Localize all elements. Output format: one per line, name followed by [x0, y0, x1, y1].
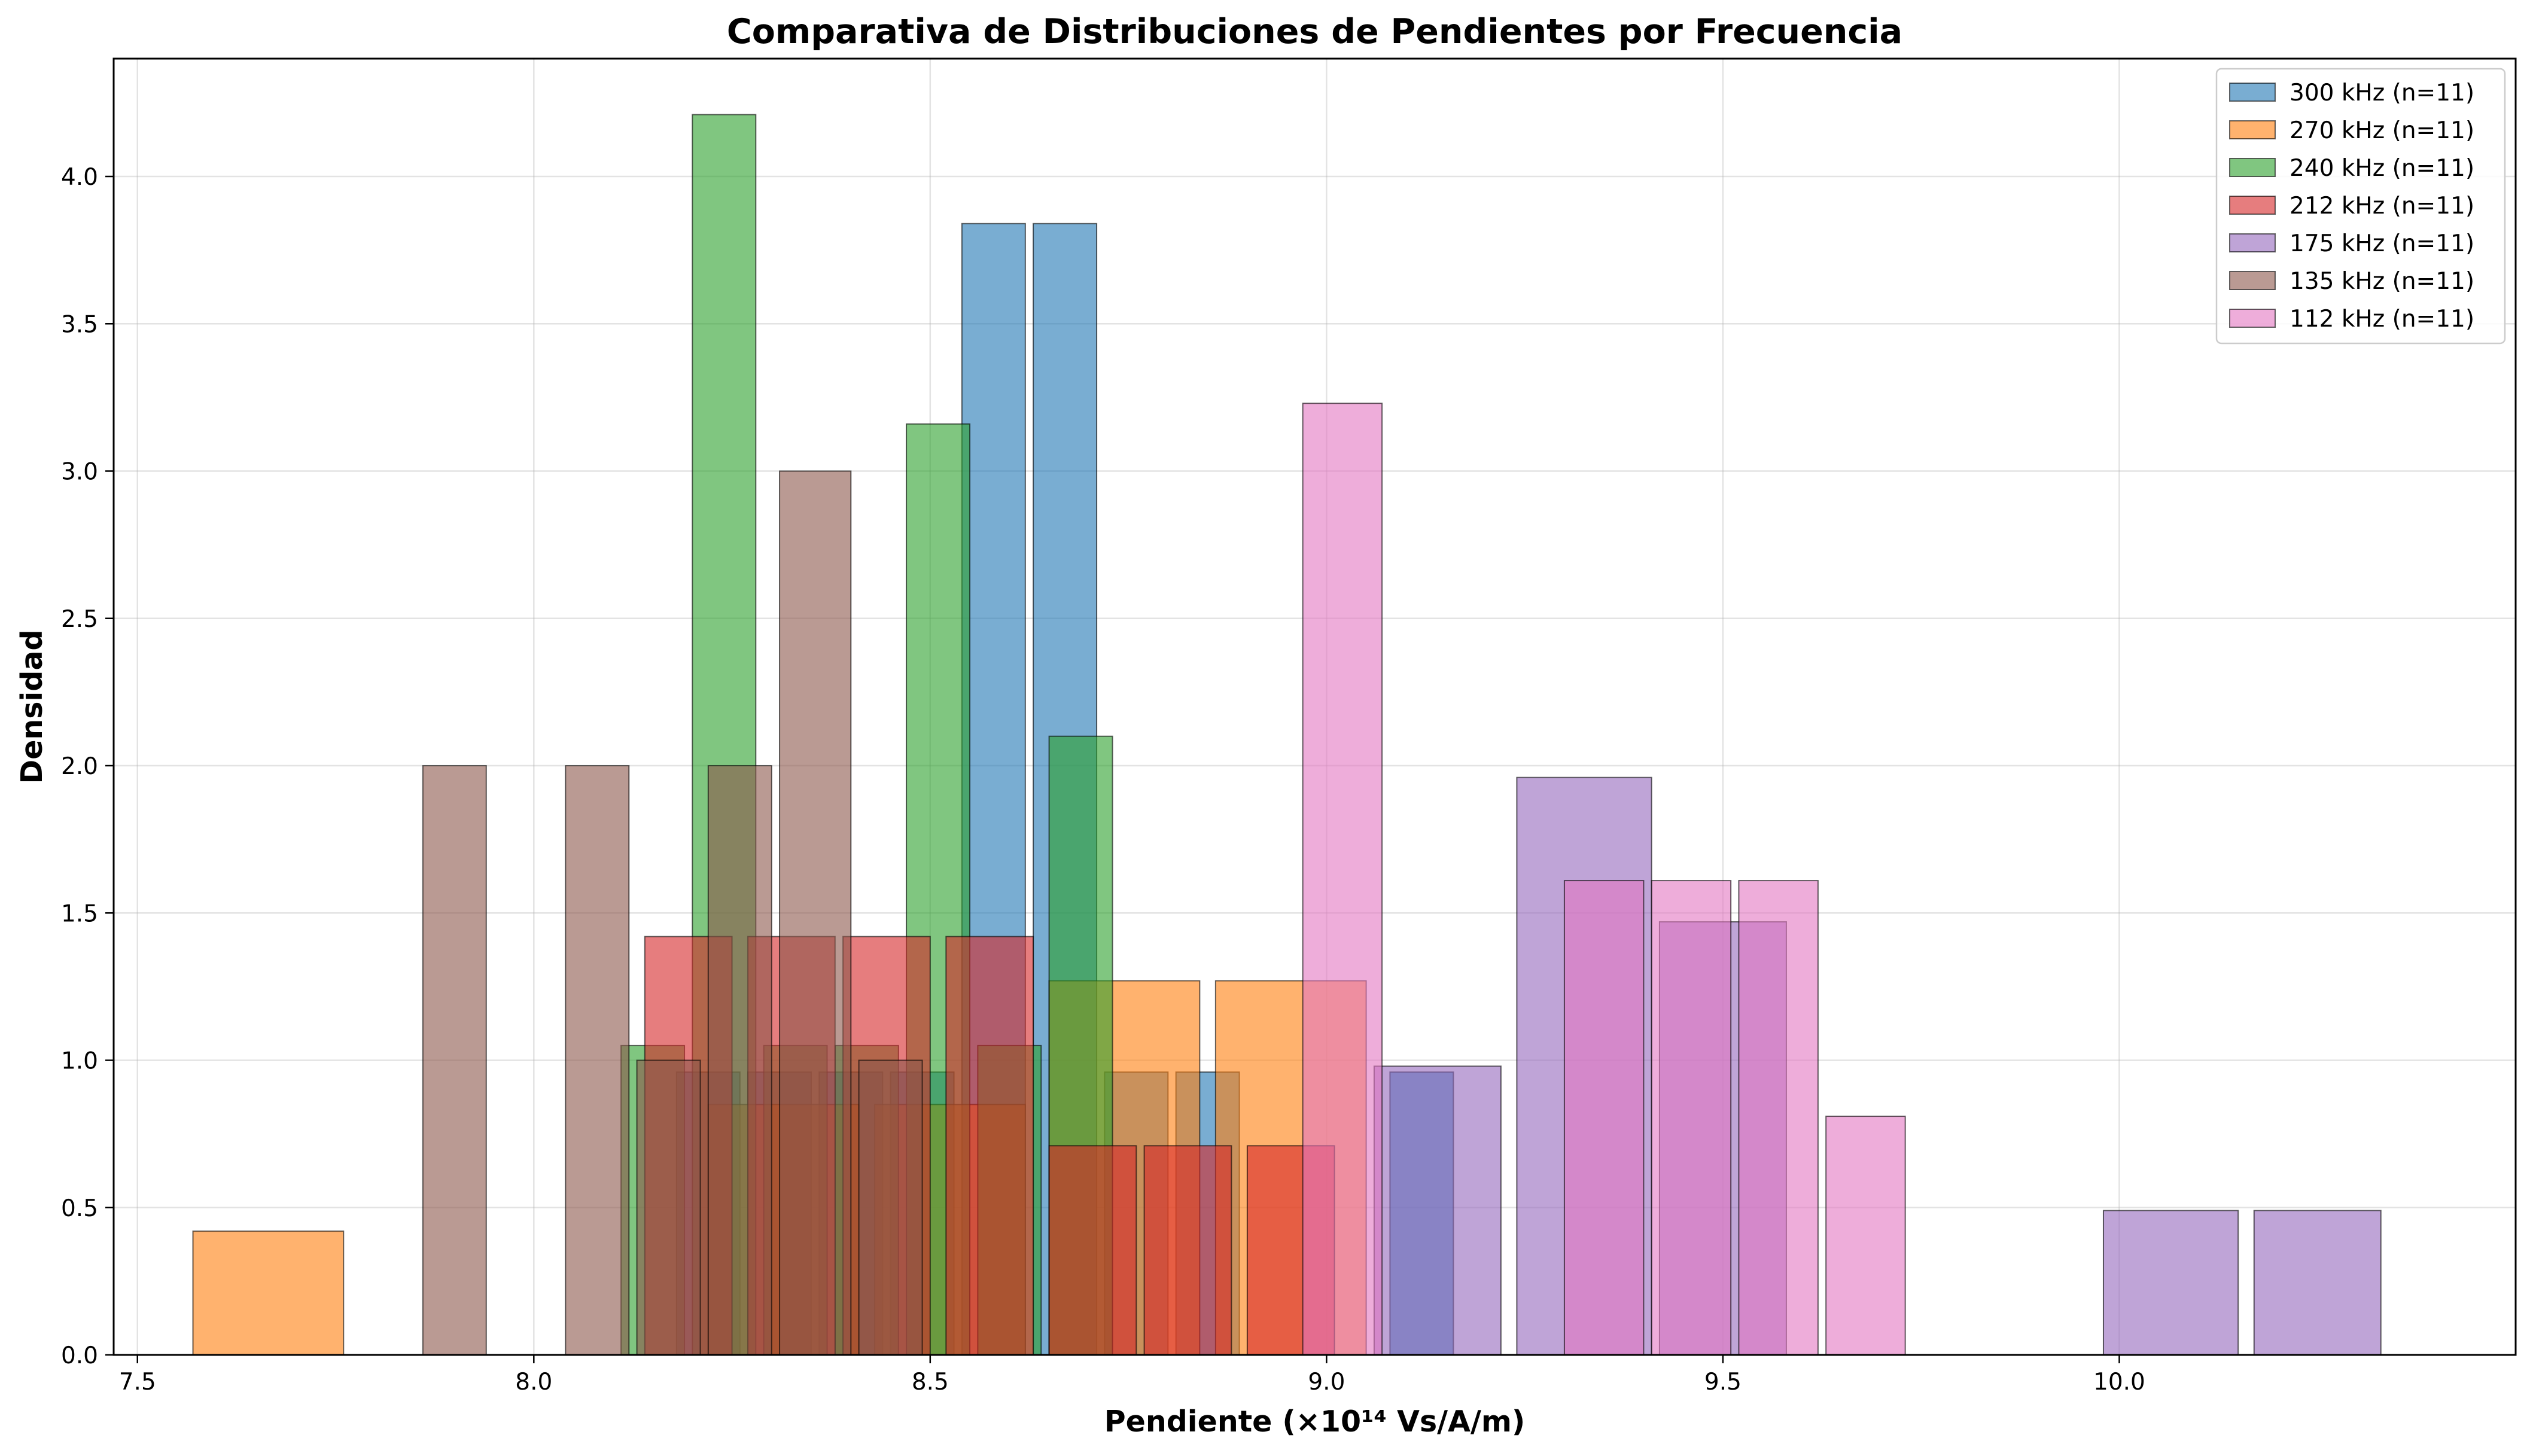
histogram-bar [1143, 1145, 1232, 1356]
histogram-bar [1302, 403, 1383, 1356]
histogram-bar [1373, 1065, 1502, 1356]
histogram-bar [2253, 1210, 2382, 1356]
x-tick-label: 8.0 [515, 1369, 552, 1396]
legend-label: 112 kHz (n=11) [2290, 306, 2474, 333]
histogram-bar [858, 1059, 923, 1356]
legend-swatch [2229, 158, 2276, 177]
y-tick-label: 4.0 [61, 164, 98, 191]
legend-label: 300 kHz (n=11) [2290, 80, 2474, 106]
histogram-bar [565, 765, 630, 1356]
y-tick-label: 2.5 [61, 606, 98, 633]
chart-title: Comparativa de Distribuciones de Pendien… [727, 12, 1902, 51]
histogram-bar [1738, 880, 1819, 1356]
histogram-bars [192, 114, 2382, 1356]
legend: 300 kHz (n=11) 270 kHz (n=11) 240 kHz (n=1… [2215, 68, 2506, 345]
y-tick-label: 1.5 [61, 900, 98, 927]
histogram-bar [707, 765, 772, 1356]
legend-label: 175 kHz (n=11) [2290, 230, 2474, 257]
x-axis-label: Pendiente (×10¹⁴ Vs/A/m) [1104, 1405, 1526, 1439]
x-tick-label: 9.0 [1308, 1369, 1345, 1396]
legend-swatch [2229, 271, 2276, 290]
y-tick-label: 3.5 [61, 311, 98, 338]
y-tick-label: 1.0 [61, 1048, 98, 1075]
histogram-bar [1048, 1145, 1137, 1356]
histogram-bar [1825, 1116, 1906, 1356]
legend-label: 212 kHz (n=11) [2290, 193, 2474, 220]
x-tick-label: 10.0 [2093, 1369, 2145, 1396]
legend-label: 240 kHz (n=11) [2290, 155, 2474, 182]
axis-ticks: 7.5 8.0 8.5 9.0 9.5 10.0 0.0 0.5 1.0 1.5 2.0 2.5 3.0… [61, 164, 2145, 1396]
legend-label: 270 kHz (n=11) [2290, 117, 2474, 144]
legend-swatch [2229, 309, 2276, 328]
legend-swatch [2229, 196, 2276, 215]
series-bars [1302, 403, 1906, 1356]
y-axis-label: Densidad [15, 630, 49, 784]
legend-box [2215, 68, 2506, 345]
histogram-bar [636, 1059, 701, 1356]
histogram-bar [192, 1230, 345, 1356]
x-tick-label: 8.5 [912, 1369, 949, 1396]
legend-swatch [2229, 233, 2276, 252]
y-tick-label: 0.5 [61, 1195, 98, 1222]
x-tick-label: 9.5 [1704, 1369, 1742, 1396]
legend-label: 135 kHz (n=11) [2290, 268, 2474, 295]
histogram-bar [2102, 1210, 2239, 1356]
legend-swatch [2229, 83, 2276, 102]
plot-frame [112, 57, 2517, 1356]
legend-swatch [2229, 120, 2276, 139]
y-tick-label: 2.0 [61, 753, 98, 780]
series-bars [422, 470, 923, 1356]
histogram-bar [945, 936, 1034, 1356]
y-tick-label: 3.0 [61, 459, 98, 486]
histogram-bar [1651, 880, 1732, 1356]
histogram-bar [422, 765, 487, 1356]
histogram-bar [1563, 880, 1645, 1356]
y-tick-label: 0.0 [61, 1342, 98, 1369]
histogram-bar [779, 470, 852, 1356]
x-tick-label: 7.5 [119, 1369, 156, 1396]
